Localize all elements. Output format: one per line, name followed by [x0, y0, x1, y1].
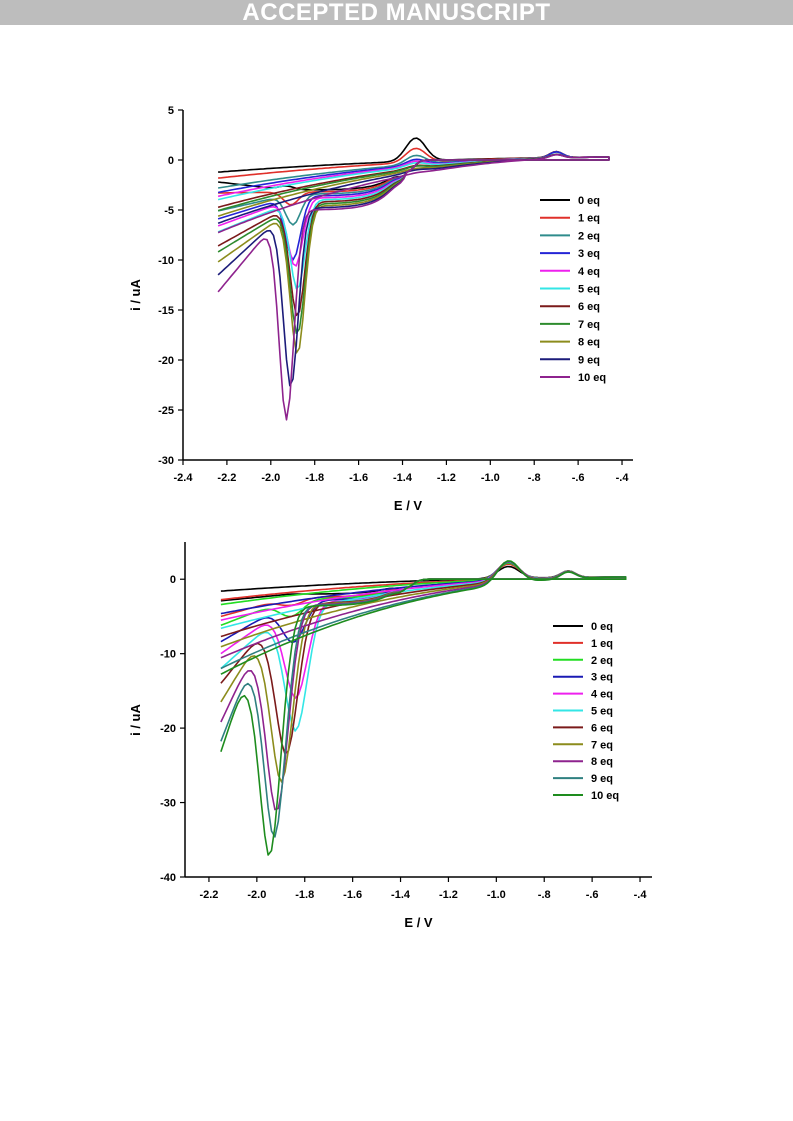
cyclic-voltammogram-chart-1: 5 0 -5 -10 -15 -20 -25 -30-2.4 -2.2 -2.0 -1.8 -1.6 -… [128, 105, 633, 513]
legend-label: 3 eq [591, 672, 613, 684]
cyclic-voltammogram-chart-2: 0 -10 -20 -30 -40 -2.2 -2.0 -1.8 -1.6 -1.4 -1.2 -1.… [128, 542, 652, 930]
legend-label: 6 eq [591, 722, 613, 734]
series-line-5-eq [217, 153, 610, 290]
x-tick-label: -1.0 [487, 889, 506, 901]
x-tick-label: -1.6 [349, 472, 368, 484]
series-line-10-eq [217, 153, 610, 421]
x-tick-label: -.8 [538, 889, 551, 901]
legend-label: 10 eq [591, 790, 619, 802]
y-axis-title: i / uA [128, 279, 143, 311]
series-line-6-eq [220, 560, 627, 755]
legend-label: 8 eq [578, 337, 600, 349]
y-tick-label: -20 [160, 723, 176, 735]
legend-label: 2 eq [578, 230, 600, 242]
x-tick-label: -1.0 [481, 472, 500, 484]
x-tick-label: -.6 [586, 889, 599, 901]
y-tick-label: -20 [158, 355, 174, 367]
legend-label: 4 eq [591, 689, 613, 701]
x-tick-label: -1.4 [391, 889, 411, 901]
x-tick-label: -.4 [616, 472, 630, 484]
legend-label: 2 eq [591, 655, 613, 667]
legend-label: 0 eq [578, 195, 600, 207]
legend-label: 6 eq [578, 301, 600, 313]
series-line-3-eq [220, 561, 627, 644]
x-tick-label: -2.2 [217, 472, 236, 484]
y-axis-title: i / uA [128, 704, 143, 736]
legend-label: 5 eq [578, 284, 600, 296]
x-tick-label: -1.8 [295, 889, 314, 901]
legend-label: 3 eq [578, 248, 600, 260]
x-tick-label: -2.0 [247, 889, 266, 901]
x-tick-label: -.4 [634, 889, 648, 901]
y-tick-label: -40 [160, 872, 176, 884]
legend-label: 9 eq [578, 354, 600, 366]
y-tick-label: -15 [158, 305, 174, 317]
x-tick-label: -2.2 [199, 889, 218, 901]
y-tick-label: -30 [160, 798, 176, 810]
legend-label: 7 eq [591, 739, 613, 751]
legend-label: 1 eq [591, 638, 613, 650]
plot-area: 0 -10 -20 -30 -40 -2.2 -2.0 -1.8 -1.6 -1.4 -1.2 -1.… [128, 542, 652, 930]
x-axis-title: E / V [404, 915, 433, 930]
y-tick-label: -5 [164, 205, 174, 217]
x-tick-label: -1.6 [343, 889, 362, 901]
y-tick-label: 5 [168, 105, 174, 117]
series-line-10-eq [220, 560, 627, 856]
legend-label: 8 eq [591, 756, 613, 768]
x-tick-label: -.8 [528, 472, 541, 484]
x-tick-label: -2.0 [261, 472, 280, 484]
y-tick-label: -10 [160, 649, 176, 661]
legend-label: 9 eq [591, 773, 613, 785]
legend-label: 1 eq [578, 213, 600, 225]
plot-area: 5 0 -5 -10 -15 -20 -25 -30-2.4 -2.2 -2.0 -1.8 -1.6 -… [128, 105, 633, 513]
x-tick-label: -2.4 [174, 472, 194, 484]
legend-label: 5 eq [591, 706, 613, 718]
x-tick-label: -1.4 [393, 472, 413, 484]
legend-label: 4 eq [578, 266, 600, 278]
x-tick-label: -1.2 [439, 889, 458, 901]
x-tick-label: -1.2 [437, 472, 456, 484]
accepted-manuscript-banner: ACCEPTED MANUSCRIPT [0, 0, 793, 25]
y-tick-label: -25 [158, 405, 174, 417]
x-axis-title: E / V [394, 498, 423, 513]
y-tick-label: 0 [168, 155, 174, 167]
y-tick-label: -10 [158, 255, 174, 267]
legend-label: 7 eq [578, 319, 600, 331]
x-tick-label: -1.8 [305, 472, 324, 484]
legend-label: 0 eq [591, 621, 613, 633]
y-tick-label: 0 [170, 574, 176, 586]
legend-label: 10 eq [578, 372, 606, 384]
x-tick-label: -.6 [572, 472, 585, 484]
y-tick-label: -30 [158, 455, 174, 467]
